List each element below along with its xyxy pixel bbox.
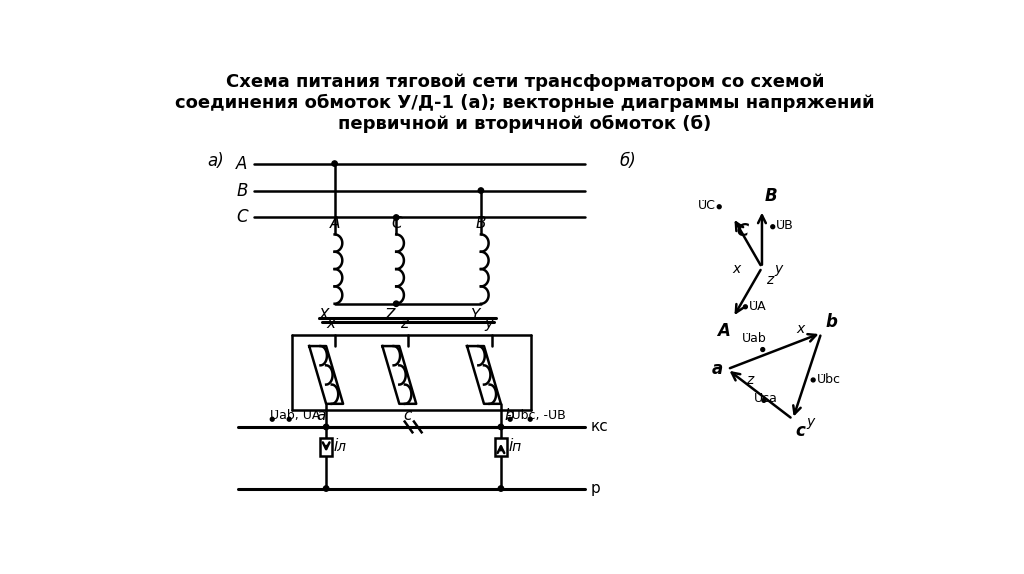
Text: c: c: [403, 409, 412, 424]
Text: U̇B: U̇B: [776, 219, 794, 232]
Circle shape: [528, 417, 532, 421]
Text: U̇ab, U̇A: U̇ab, U̇A: [269, 409, 319, 422]
Text: р: р: [591, 481, 601, 496]
Text: y: y: [484, 316, 494, 331]
Text: y: y: [774, 262, 782, 276]
Text: U̇A: U̇A: [749, 300, 766, 312]
Text: U̇C: U̇C: [698, 200, 716, 212]
Text: X: X: [318, 308, 329, 323]
Circle shape: [771, 225, 775, 228]
Text: кс: кс: [591, 420, 609, 435]
Circle shape: [393, 215, 399, 220]
Bar: [495, 438, 507, 456]
Text: c: c: [796, 422, 806, 440]
Circle shape: [324, 486, 329, 491]
Text: C: C: [391, 216, 401, 231]
Text: U̇ab: U̇ab: [741, 332, 767, 345]
Text: z: z: [766, 273, 773, 287]
Circle shape: [499, 486, 504, 491]
Circle shape: [478, 188, 483, 193]
Text: б): б): [620, 152, 636, 170]
Text: z: z: [745, 373, 753, 387]
Text: U̇bc: U̇bc: [817, 374, 841, 386]
Circle shape: [743, 305, 748, 309]
Circle shape: [324, 424, 329, 429]
Text: Y: Y: [470, 308, 479, 323]
Text: a: a: [316, 409, 326, 424]
Text: b: b: [504, 409, 514, 424]
Text: C: C: [736, 222, 749, 240]
Circle shape: [508, 417, 512, 421]
Text: b: b: [826, 313, 838, 331]
Text: İл: İл: [334, 440, 347, 454]
Circle shape: [393, 301, 399, 307]
Text: A: A: [717, 322, 730, 340]
Circle shape: [762, 398, 766, 402]
Text: İп: İп: [509, 440, 522, 454]
Text: а): а): [208, 152, 224, 170]
Text: y: y: [807, 416, 815, 429]
Text: a: a: [712, 360, 723, 378]
Circle shape: [811, 378, 815, 382]
Text: Схема питания тяговой сети трансформатором со схемой
соединения обмоток У/Д-1 (а: Схема питания тяговой сети трансформатор…: [175, 73, 874, 133]
Text: U̇ca: U̇ca: [755, 392, 778, 405]
Text: A: A: [330, 216, 340, 231]
Circle shape: [761, 348, 765, 351]
Text: -U̇bc, -U̇B: -U̇bc, -U̇B: [507, 409, 566, 422]
Text: A: A: [237, 154, 248, 173]
Circle shape: [717, 205, 721, 209]
Bar: [319, 438, 333, 456]
Circle shape: [499, 424, 504, 429]
Text: B: B: [476, 216, 486, 231]
Text: x: x: [327, 316, 335, 331]
Text: B: B: [765, 187, 777, 205]
Circle shape: [332, 161, 337, 166]
Text: z: z: [400, 316, 408, 331]
Text: C: C: [236, 208, 248, 227]
Text: B: B: [237, 181, 248, 200]
Text: x: x: [732, 262, 740, 276]
Circle shape: [270, 417, 274, 421]
Circle shape: [288, 417, 291, 421]
Text: x: x: [796, 322, 804, 336]
Text: Z: Z: [385, 308, 395, 323]
